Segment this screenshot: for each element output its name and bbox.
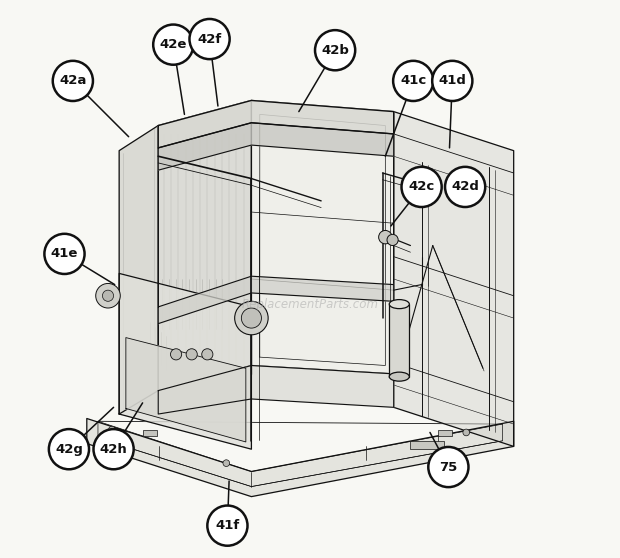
Circle shape (186, 349, 197, 360)
Text: 42a: 42a (59, 74, 87, 88)
Polygon shape (158, 100, 394, 148)
Bar (438, 430, 452, 436)
Text: 42c: 42c (409, 180, 435, 194)
Polygon shape (158, 276, 394, 324)
Text: 42g: 42g (55, 442, 83, 456)
Bar (410, 441, 444, 449)
Circle shape (102, 290, 113, 301)
Circle shape (94, 429, 134, 469)
Circle shape (428, 447, 469, 487)
Circle shape (463, 429, 469, 436)
Ellipse shape (389, 372, 409, 381)
Circle shape (108, 426, 115, 433)
Polygon shape (87, 418, 513, 497)
Circle shape (223, 460, 229, 466)
Circle shape (387, 234, 398, 246)
Polygon shape (158, 123, 394, 170)
Text: 41d: 41d (438, 74, 466, 88)
Circle shape (153, 25, 193, 65)
Text: 41f: 41f (215, 519, 239, 532)
Circle shape (190, 19, 229, 59)
Circle shape (432, 61, 472, 101)
Text: 42d: 42d (451, 180, 479, 194)
Circle shape (207, 506, 247, 546)
Circle shape (202, 349, 213, 360)
Circle shape (95, 283, 120, 308)
Circle shape (170, 349, 182, 360)
Text: 75: 75 (439, 460, 458, 474)
Polygon shape (252, 100, 394, 374)
Circle shape (49, 429, 89, 469)
Text: 42b: 42b (321, 44, 349, 57)
Circle shape (315, 30, 355, 70)
Circle shape (393, 61, 433, 101)
Circle shape (379, 230, 392, 244)
Circle shape (241, 308, 262, 328)
Text: 41e: 41e (51, 247, 78, 261)
Circle shape (45, 234, 84, 274)
Polygon shape (158, 100, 252, 391)
Bar (143, 430, 156, 436)
Circle shape (234, 301, 268, 335)
Text: ReplacementParts.com: ReplacementParts.com (242, 297, 378, 311)
Circle shape (402, 167, 441, 207)
Polygon shape (119, 273, 252, 449)
Circle shape (445, 167, 485, 207)
Polygon shape (126, 338, 246, 442)
Text: 41c: 41c (400, 74, 427, 88)
Text: 42h: 42h (100, 442, 128, 456)
Ellipse shape (389, 300, 409, 309)
Polygon shape (394, 112, 513, 446)
Text: 42e: 42e (159, 38, 187, 51)
Text: 42f: 42f (197, 32, 222, 46)
Circle shape (53, 61, 93, 101)
Polygon shape (158, 365, 394, 414)
Bar (389, 304, 409, 377)
Polygon shape (119, 126, 158, 414)
